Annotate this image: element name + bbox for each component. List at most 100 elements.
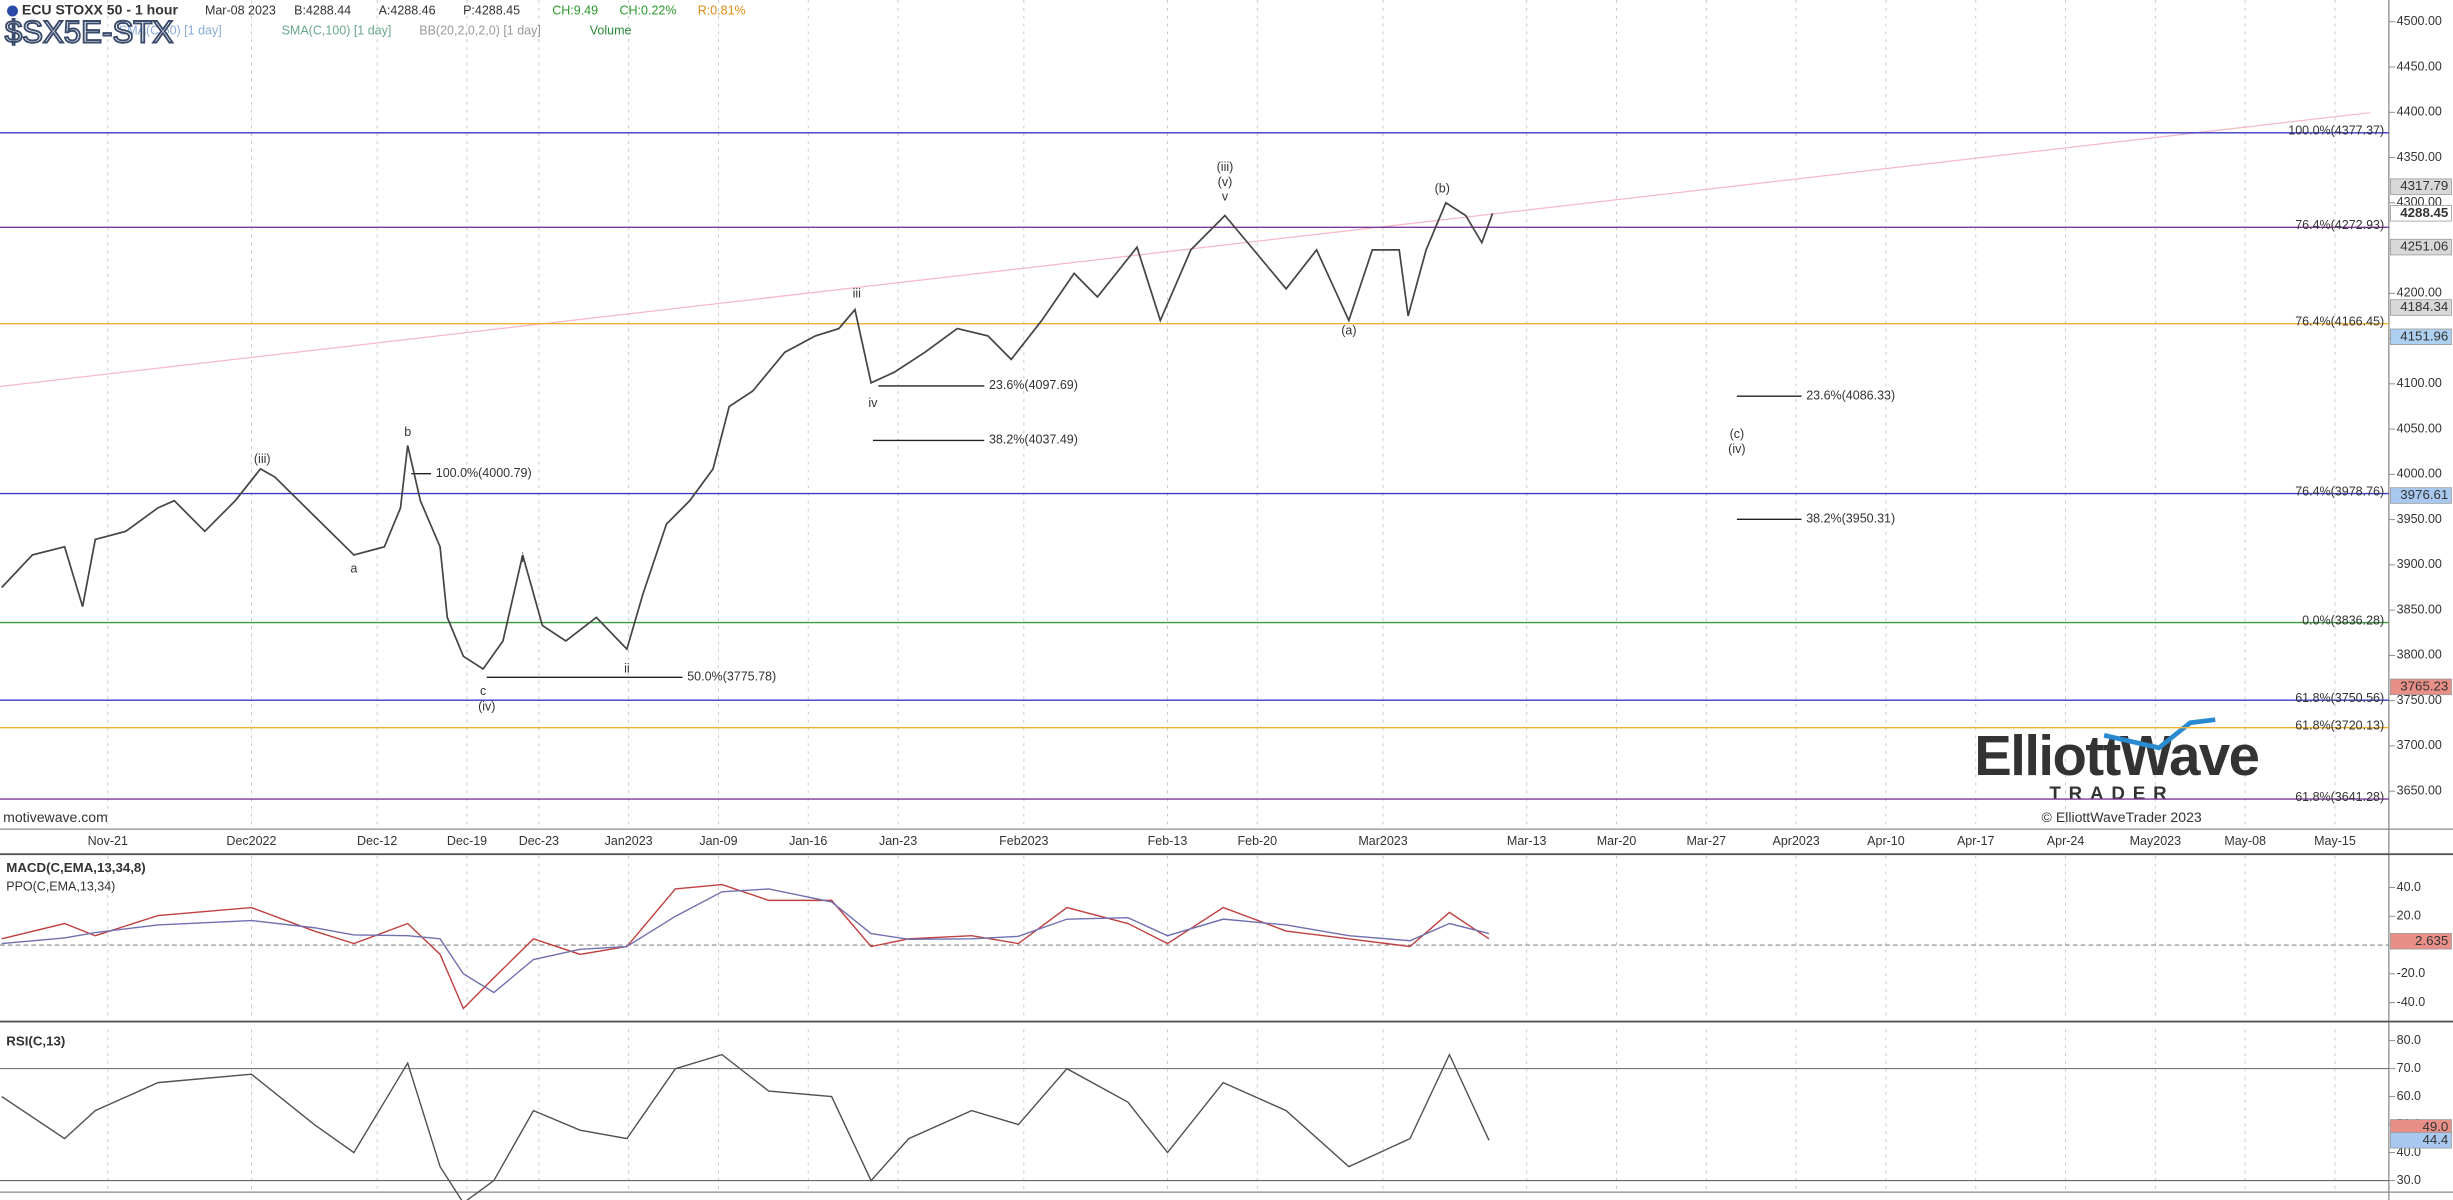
logo-subtext: TRADER	[2049, 783, 2174, 804]
fib-label: 0.0%(3836.28)	[2302, 613, 2384, 627]
study-label: Volume	[590, 24, 632, 38]
wave-label: c	[480, 684, 486, 698]
wave-label: (b)	[1435, 182, 1450, 196]
wave-label: iii	[853, 287, 861, 301]
price-badge	[2390, 205, 2452, 222]
fib-segment-label: 100.0%(4000.79)	[436, 466, 532, 480]
y-tick-label: -40.0	[2397, 995, 2426, 1009]
data-line	[1, 201, 1494, 671]
fib-segment-label: 38.2%(4037.49)	[989, 433, 1078, 447]
data-line	[1, 883, 1490, 1010]
x-tick-label: Dec2022	[226, 834, 276, 848]
indicator-title: MACD(C,EMA,13,34,8)	[6, 860, 145, 875]
y-tick-label: 4350.00	[2397, 150, 2442, 164]
data-line	[1, 1052, 1490, 1200]
y-tick-label: -20.0	[2397, 966, 2426, 980]
fib-label: 100.0%(4377.37)	[2288, 124, 2384, 138]
x-tick-label: Dec-12	[357, 834, 397, 848]
price-badge-label: 3765.23	[2400, 678, 2448, 693]
fib-segment-label: 23.6%(4097.69)	[989, 378, 1078, 392]
wave-label: v	[1222, 190, 1229, 204]
fib-segment-label: 38.2%(3950.31)	[1806, 512, 1895, 526]
price-badge	[2390, 1132, 2452, 1149]
logo: ElliottWave TRADER	[1974, 717, 2260, 804]
y-tick-label: 3800.00	[2397, 648, 2442, 662]
header-change: CH:9.49	[552, 3, 598, 17]
data-line	[1, 888, 1490, 994]
x-tick-label: Mar2023	[1358, 834, 1407, 848]
study-label: SMA(C,100) [1 day]	[282, 24, 392, 38]
x-tick-label: Feb-20	[1237, 834, 1277, 848]
indicator-subtitle: PPO(C,EMA,13,34)	[6, 879, 115, 893]
x-tick-label: Jan-09	[699, 834, 737, 848]
x-tick-label: Dec-19	[447, 834, 487, 848]
x-tick-label: Feb-13	[1148, 834, 1188, 848]
wave-label: (c)	[1730, 427, 1745, 441]
wave-label: (a)	[1341, 324, 1356, 338]
y-tick-label: 3750.00	[2397, 693, 2442, 707]
header-range: R:0.81%	[698, 3, 746, 17]
fib-segment-label: 50.0%(3775.78)	[687, 670, 776, 684]
copyright: © ElliottWaveTrader 2023	[2042, 809, 2202, 825]
x-tick-label: Apr-10	[1867, 834, 1905, 848]
x-tick-label: May2023	[2130, 834, 2181, 848]
price-badge-label: 2.635	[2415, 933, 2448, 948]
y-tick-label: 4450.00	[2397, 59, 2442, 73]
price-badge	[2390, 299, 2452, 316]
wave-label: ii	[624, 661, 630, 675]
y-tick-label: 4500.00	[2397, 14, 2442, 28]
logo-text: ElliottWave	[1974, 724, 2258, 787]
logo-swoosh	[2103, 717, 2216, 751]
y-tick-label: 4200.00	[2397, 286, 2442, 300]
fib-label: 76.4%(4272.93)	[2295, 218, 2384, 232]
x-tick-label: Apr2023	[1773, 834, 1820, 848]
price-badge	[2390, 933, 2452, 950]
price-badge	[2390, 238, 2452, 256]
wave-label: (iii)	[1217, 160, 1234, 174]
price-badge-label: 4184.34	[2400, 299, 2448, 314]
y-tick-label: 4400.00	[2397, 105, 2442, 119]
x-tick-label: Apr-24	[2047, 834, 2085, 848]
fib-label: 61.8%(3641.28)	[2295, 790, 2384, 804]
x-tick-label: Nov-21	[88, 834, 128, 848]
wave-label: (iv)	[478, 699, 495, 713]
y-tick-label: 3700.00	[2397, 738, 2442, 752]
y-tick-label: 3900.00	[2397, 557, 2442, 571]
x-tick-label: Dec-23	[519, 834, 559, 848]
y-tick-label: 70.0	[2397, 1061, 2421, 1075]
header-date: Mar-08 2023	[205, 3, 276, 17]
price-badge-label: 4317.79	[2400, 178, 2448, 193]
header-change-pct: CH:0.22%	[620, 3, 677, 17]
fib-label: 61.8%(3750.56)	[2295, 691, 2384, 705]
y-tick-label: 3650.00	[2397, 783, 2442, 797]
study-label: BB(20,2,0,2,0) [1 day]	[419, 24, 541, 38]
price-badge-label: 44.4	[2422, 1132, 2448, 1147]
y-tick-label: 60.0	[2397, 1089, 2421, 1103]
x-tick-label: Apr-17	[1957, 834, 1995, 848]
y-tick-label: 3850.00	[2397, 602, 2442, 616]
x-tick-label: Feb2023	[999, 834, 1048, 848]
y-tick-label: 4000.00	[2397, 467, 2442, 481]
price-badge-label: 3976.61	[2400, 487, 2448, 502]
header-price: P:4288.45	[463, 3, 520, 17]
x-tick-label: Mar-13	[1507, 834, 1547, 848]
study-label: SMA(C,50) [1 day]	[119, 24, 222, 38]
trend-line	[0, 112, 2371, 388]
indicator-title: RSI(C,13)	[6, 1033, 65, 1048]
wave-label: b	[404, 425, 411, 439]
fib-segment-label: 23.6%(4086.33)	[1806, 389, 1895, 403]
wave-label: a	[350, 562, 357, 576]
wave-label: i	[521, 551, 524, 565]
fib-label: 76.4%(3978.76)	[2295, 484, 2384, 498]
price-badge	[2390, 328, 2452, 346]
symbol: $SX5E-STX	[5, 15, 174, 50]
price-badge	[2390, 487, 2452, 504]
x-tick-label: Mar-27	[1687, 834, 1727, 848]
price-badge	[2390, 178, 2452, 195]
price-badge-label: 4151.96	[2400, 328, 2448, 343]
y-tick-label: 80.0	[2397, 1033, 2421, 1047]
wave-label: (v)	[1218, 175, 1233, 189]
fib-label: 76.4%(4166.45)	[2295, 314, 2384, 328]
x-tick-label: Jan2023	[605, 834, 653, 848]
